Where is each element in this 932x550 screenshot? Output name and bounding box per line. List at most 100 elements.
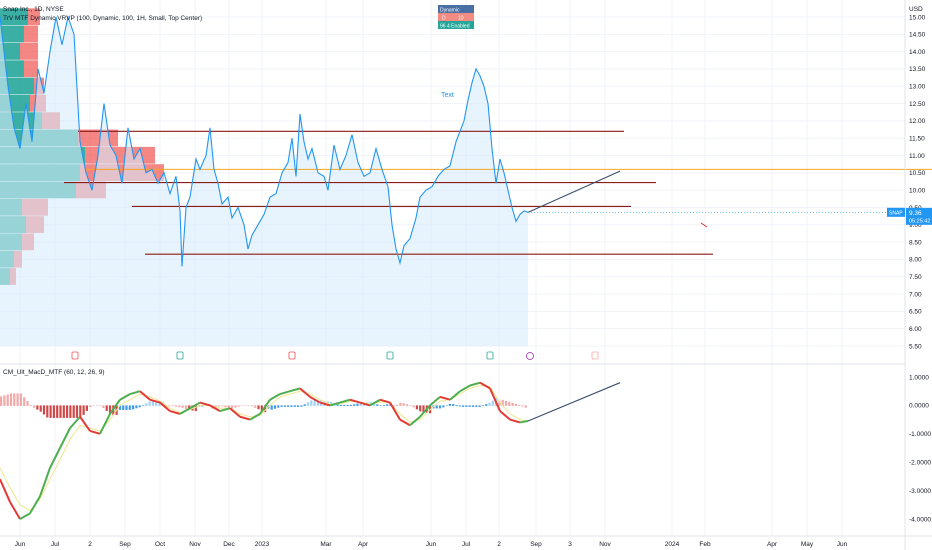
macd-histogram-bar	[247, 405, 250, 406]
macd-histogram-bar	[125, 405, 128, 410]
drawing-dash[interactable]	[700, 222, 708, 228]
trendline[interactable]	[527, 170, 621, 213]
last-price: 9.36	[909, 210, 922, 217]
macd-histogram-bar	[521, 405, 524, 407]
time-label: 2	[88, 541, 92, 548]
macd-histogram-bar	[448, 403, 451, 406]
macd-histogram-bar	[524, 405, 527, 408]
macd-histogram-bar	[339, 404, 343, 406]
macd-line-segment	[29, 495, 41, 514]
macd-histogram-bar	[445, 405, 448, 406]
time-label: 2023	[255, 541, 270, 548]
dynamic-widget[interactable]: Dynamic D 10 96 4 Enabled	[438, 5, 474, 30]
macd-histogram-bar	[518, 404, 521, 406]
macd-histogram-bar	[386, 404, 389, 406]
macd-histogram-bar	[82, 405, 85, 415]
macd-line-segment	[299, 387, 311, 398]
macd-histogram-bar	[13, 393, 16, 406]
macd-histogram-bar	[42, 405, 46, 415]
time-label: 2	[497, 541, 501, 548]
macd-line-segment	[109, 399, 121, 415]
price-tick: 8.00	[909, 257, 922, 264]
price-tick: 14.50	[909, 32, 926, 39]
price-tick: 13.00	[909, 84, 926, 91]
macd-histogram-bar	[465, 405, 468, 407]
macd-histogram-bar	[181, 405, 184, 408]
macd-histogram-bar	[231, 405, 234, 409]
time-label: Apr	[358, 541, 369, 548]
macd-histogram-bar	[396, 404, 399, 406]
time-label: Jun	[15, 541, 26, 548]
resistance-levels[interactable]	[64, 130, 932, 255]
price-tick: 15.00	[909, 14, 926, 21]
text-annotation[interactable]: Text	[441, 92, 454, 99]
time-label: Nov	[599, 541, 611, 548]
earnings-marker[interactable]	[176, 351, 184, 360]
macd-axis[interactable]: 1.0000 0.0000 -1.0000 -2.0000 -3.0000 -4.0000	[909, 374, 931, 523]
macd-histogram-bar	[155, 401, 158, 406]
macd-histogram-bar	[511, 402, 514, 406]
macd-histogram-bar	[280, 405, 283, 407]
earnings-marker[interactable]	[591, 351, 599, 360]
dividend-marker[interactable]	[526, 352, 534, 360]
symbol-badge[interactable]	[887, 207, 905, 217]
price-tick: 12.50	[909, 101, 926, 108]
macd-line-segment	[159, 401, 171, 412]
macd-histogram-bar	[257, 405, 260, 410]
macd-pane	[0, 381, 621, 520]
time-label: Jun	[426, 541, 437, 548]
macd-line-segment	[289, 387, 301, 393]
macd-line-segment	[429, 396, 441, 407]
macd-histogram-bar	[504, 400, 508, 406]
macd-histogram-bar	[310, 400, 313, 406]
macd-histogram-bar	[303, 404, 306, 406]
earnings-markers[interactable]	[71, 351, 599, 360]
macd-histogram-bar	[39, 405, 42, 412]
macd-histogram-bar	[452, 404, 455, 406]
macd-histogram-bar	[23, 397, 26, 406]
vrvp-indicator-label[interactable]: TrV MTF Dynamic VRVP (100, Dynamic, 100,…	[3, 15, 202, 22]
macd-histogram-bar	[316, 400, 319, 406]
macd-line-segment	[0, 478, 11, 503]
macd-histogram-bar	[346, 404, 349, 406]
macd-line-segment	[469, 381, 481, 387]
macd-histogram-bar	[287, 405, 290, 407]
macd-histogram-bar	[79, 405, 82, 418]
currency-label: USD	[909, 6, 923, 13]
macd-histogram-bar	[237, 405, 240, 407]
macd-histogram-bar	[69, 405, 72, 418]
macd-histogram-bar	[244, 405, 247, 406]
macd-histogram-bar	[62, 405, 65, 418]
price-line[interactable]	[0, 14, 529, 267]
price-area	[0, 17, 528, 346]
macd-histogram-bar	[46, 405, 49, 418]
price-tick: 9.00	[909, 222, 922, 229]
earnings-marker[interactable]	[288, 351, 296, 360]
macd-line-segment	[509, 418, 521, 424]
macd-line-segment	[79, 416, 91, 432]
macd-histogram-bar	[19, 393, 22, 406]
symbol-title[interactable]: Snap Inc., 1D, NYSE	[3, 6, 64, 13]
macd-histogram-bar	[33, 405, 36, 408]
macd-line-segment	[479, 381, 491, 390]
price-tick: 11.00	[909, 153, 925, 160]
macd-tick: 1.0000	[909, 374, 929, 381]
macd-histogram-bar	[501, 399, 504, 406]
macd-histogram-bar	[273, 405, 277, 409]
earnings-marker[interactable]	[386, 351, 394, 360]
earnings-marker[interactable]	[486, 351, 494, 360]
macd-indicator-label[interactable]: CM_Ult_MacD_MTF (60, 12, 26, 9)	[3, 369, 105, 376]
macd-histogram-bar	[191, 405, 194, 411]
macd-line-segment	[519, 420, 529, 424]
macd-histogram-bar	[379, 405, 382, 407]
macd-histogram-bar	[52, 405, 55, 418]
last-price-badge[interactable]	[906, 207, 932, 225]
earnings-marker[interactable]	[71, 351, 79, 360]
time-axis[interactable]: Jun Jul 2 Sep Oct Nov Dec 2023 Mar Apr Jun Jul 2 Sep 3…	[15, 541, 848, 548]
macd-histogram-bar	[75, 405, 79, 418]
macd-histogram-bar	[270, 405, 273, 410]
macd-histogram-bar	[343, 404, 346, 406]
macd-histogram-bar	[201, 405, 204, 407]
